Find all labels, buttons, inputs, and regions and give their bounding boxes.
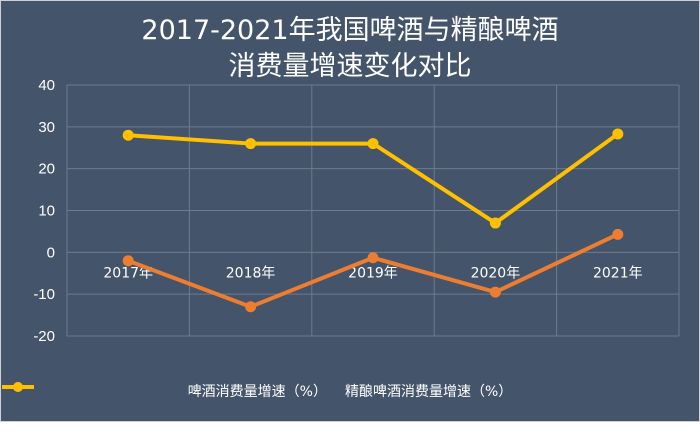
x-tick-label: 2019年 (348, 265, 398, 281)
x-tick-label: 2021年 (593, 265, 643, 281)
chart-title-line-1: 2017-2021年我国啤酒与精酿啤酒 (141, 15, 559, 46)
data-point-0 (489, 286, 501, 298)
data-point-0 (122, 255, 134, 267)
y-tick-label: 20 (38, 161, 55, 178)
data-point-1 (245, 138, 257, 150)
data-point-1 (122, 129, 134, 141)
x-tick-label: 2018年 (226, 265, 276, 281)
chart-title-line-2: 消费量增速变化对比 (228, 51, 472, 82)
data-point-0 (367, 252, 379, 264)
y-tick-label: 30 (38, 119, 55, 136)
data-point-0 (612, 228, 624, 240)
legend: 啤酒消费量增速（%） 精酿啤酒消费量增速（%） (1, 381, 699, 401)
legend-swatch-craft-beer (2, 382, 34, 392)
data-point-1 (612, 128, 624, 140)
chart-area: 2017-2021年我国啤酒与精酿啤酒 消费量增速变化对比 40 30 20 10 0 -… (0, 0, 700, 422)
x-tick-label: 2020年 (471, 265, 521, 281)
legend-label-beer: 啤酒消费量增速（%） (187, 384, 327, 400)
legend-item-beer: 啤酒消费量增速（%） (2, 381, 327, 401)
data-point-0 (245, 301, 257, 313)
legend-item-craft-beer: 精酿啤酒消费量增速（%） (2, 381, 513, 401)
y-tick-label: -10 (33, 286, 55, 303)
y-tick-label: 40 (38, 77, 55, 94)
y-tick-label: 10 (38, 203, 55, 220)
y-tick-label: -20 (33, 328, 55, 345)
chart-title: 2017-2021年我国啤酒与精酿啤酒 消费量增速变化对比 (1, 13, 699, 85)
data-point-1 (367, 138, 379, 150)
x-tick-label: 2017年 (103, 265, 153, 281)
data-point-1 (489, 217, 501, 229)
legend-label-craft-beer: 精酿啤酒消费量增速（%） (345, 384, 513, 400)
y-tick-label: 0 (47, 244, 55, 261)
plot-svg: 40 30 20 10 0 -10 -20 2017年 2018年 2019年 2020年 2021年 (33, 77, 680, 345)
